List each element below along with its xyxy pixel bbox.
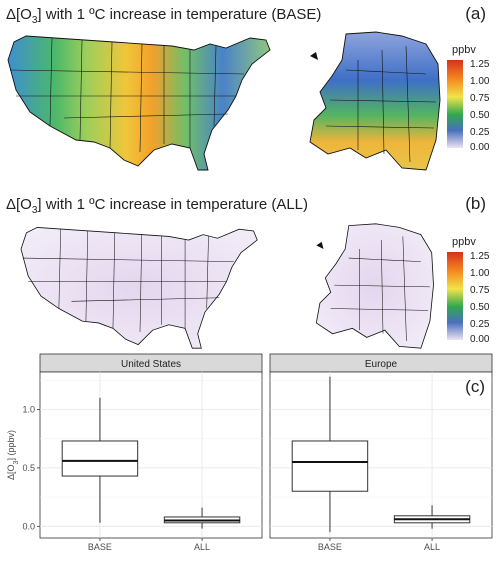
legend-a-tick-100: 1.00: [470, 76, 490, 87]
panel-b-title-suffix: ] with 1 ºC increase in temperature (ALL…: [37, 196, 309, 213]
us-all-map: [20, 226, 258, 349]
legend-a-tick-075: 0.75: [470, 93, 490, 104]
box-iqr: [61, 440, 139, 477]
legend-a-tick-050: 0.50: [470, 110, 490, 121]
legend-b-tick-075: 0.75: [470, 285, 490, 296]
iceland-marker: [310, 52, 318, 60]
x-tick-label: ALL: [424, 542, 440, 552]
panel-a-title-prefix: Δ[O: [6, 6, 32, 23]
panel-a-title-sub: 3: [31, 15, 38, 26]
y-tick-label: 0.0: [22, 521, 35, 531]
panel-b-title-sub: 3: [31, 205, 38, 216]
europe-country-borders: [325, 45, 437, 163]
x-tick-label: BASE: [318, 542, 342, 552]
x-tick-label: ALL: [194, 542, 210, 552]
legend-b-colorbar: [447, 252, 463, 340]
legend-a-title: ppbv: [452, 44, 476, 56]
legend-b-tick-050: 0.50: [470, 302, 490, 313]
europe-base-map: [309, 31, 441, 171]
us-all-state-borders: [22, 229, 234, 332]
y-axis-label: Δ[O3] (ppbv): [6, 430, 20, 480]
y-tick-label: 1.0: [22, 404, 35, 414]
legend-b-tick-025: 0.25: [470, 319, 490, 330]
panel-b-title-prefix: Δ[O: [6, 196, 32, 213]
panel-b-tag: (b): [465, 194, 486, 213]
legend-b-tick-125: 1.25: [470, 251, 490, 262]
x-tick-label: BASE: [88, 542, 112, 552]
us-outline: [7, 35, 271, 171]
box-iqr: [291, 440, 369, 492]
legend-a-tick-025: 0.25: [470, 127, 490, 138]
us-state-borders: [9, 37, 245, 153]
panel-c-tag: (c): [465, 377, 485, 396]
panel-b-title: Δ[O3] with 1 ºC increase in temperature …: [6, 196, 308, 216]
europe-all-country-borders: [330, 236, 430, 341]
legend-b-title: ppbv: [452, 236, 476, 248]
facet-strip-label: United States: [121, 359, 181, 370]
y-tick-label: 0.5: [22, 463, 35, 473]
panel-a-title: Δ[O3] with 1 ºC increase in temperature …: [6, 6, 321, 26]
panel-a-title-suffix: ] with 1 ºC increase in temperature (BAS…: [37, 6, 322, 23]
legend-b-tick-100: 1.00: [470, 268, 490, 279]
us-all-outline: [20, 226, 258, 349]
legend-b-tick-000: 0.00: [470, 334, 490, 345]
europe-all-map: [315, 223, 434, 349]
us-base-map: [7, 35, 271, 171]
facet-strip-label: Europe: [365, 359, 398, 370]
legend-a-tick-000: 0.00: [470, 142, 490, 153]
boxplot-chart: United States BASE ALL Europe BASE ALL 0.0 0.5 1…: [6, 353, 493, 552]
legend-a-colorbar: [447, 60, 463, 148]
legend-a-tick-125: 1.25: [470, 59, 490, 70]
iceland-marker-b: [316, 241, 324, 250]
panel-a-tag: (a): [465, 4, 486, 23]
